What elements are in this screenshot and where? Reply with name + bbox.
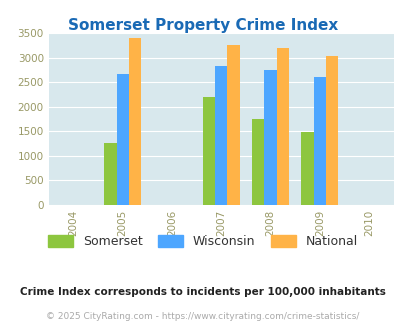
Bar	[116, 74, 128, 205]
Bar	[252, 119, 264, 205]
Bar	[264, 70, 276, 205]
Bar	[202, 97, 215, 205]
Text: Somerset Property Crime Index: Somerset Property Crime Index	[68, 18, 337, 33]
Bar	[227, 45, 239, 205]
Legend: Somerset, Wisconsin, National: Somerset, Wisconsin, National	[43, 230, 362, 253]
Bar	[104, 143, 116, 205]
Bar	[325, 56, 337, 205]
Text: Crime Index corresponds to incidents per 100,000 inhabitants: Crime Index corresponds to incidents per…	[20, 287, 385, 297]
Bar	[215, 66, 227, 205]
Bar	[301, 132, 313, 205]
Bar	[276, 48, 288, 205]
Bar	[128, 38, 141, 205]
Text: © 2025 CityRating.com - https://www.cityrating.com/crime-statistics/: © 2025 CityRating.com - https://www.city…	[46, 312, 359, 321]
Bar	[313, 77, 325, 205]
